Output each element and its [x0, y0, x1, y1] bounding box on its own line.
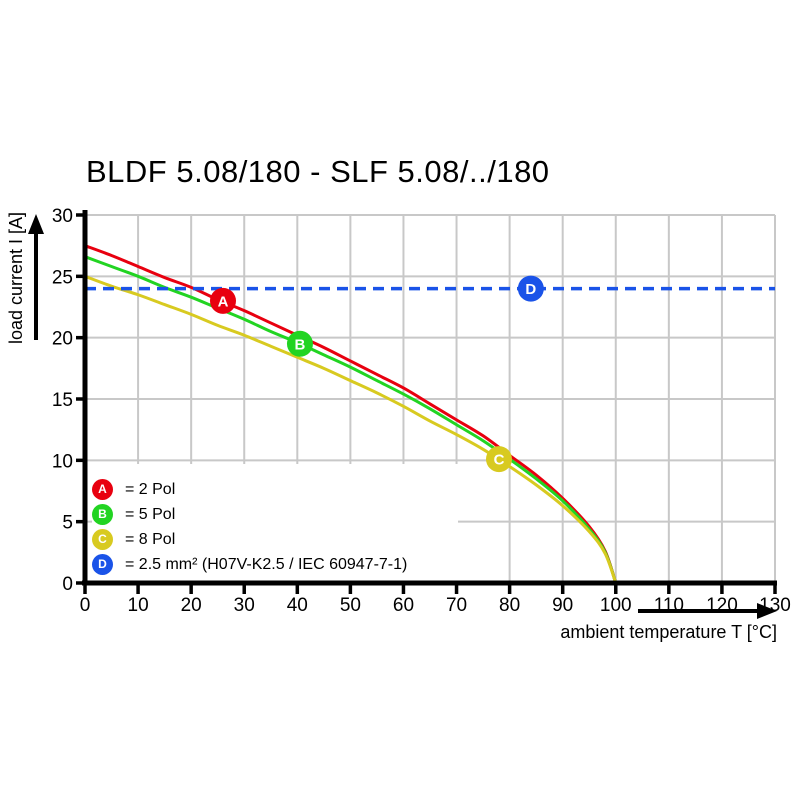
curve-a [83, 244, 618, 585]
x-axis-title: ambient temperature T [°C] [560, 622, 777, 642]
x-tick-label: 0 [80, 595, 91, 616]
y-tick-label: 0 [62, 574, 73, 595]
legend-label-2pol: = 2 Pol [125, 480, 176, 498]
x-tick-label: 90 [552, 595, 573, 616]
legend-badge-c: C [92, 529, 113, 550]
curve-marker-letter-c: C [494, 452, 505, 469]
x-tick-label: 50 [340, 595, 361, 616]
chart-title: BLDF 5.08/180 - SLF 5.08/../180 [86, 154, 550, 189]
legend-badge-b: B [92, 504, 113, 525]
x-tick-label: 80 [499, 595, 520, 616]
legend-badge-d: D [92, 554, 113, 575]
y-tick-label: 15 [52, 390, 73, 411]
x-tick-label: 30 [234, 595, 255, 616]
curve-c [83, 274, 618, 585]
curve-marker-d [517, 275, 544, 302]
curve-marker-b [286, 330, 313, 357]
legend-label-5pol: = 5 Pol [125, 505, 176, 523]
legend-item-wire: D = 2.5 mm² (H07V-K2.5 / IEC 60947-7-1) [92, 552, 458, 577]
legend-item-5pol: B = 5 Pol [92, 502, 458, 527]
chart-legend: A = 2 Pol B = 5 Pol C = 8 Pol D = 2.5 mm… [92, 466, 458, 577]
y-tick-label: 10 [52, 451, 73, 472]
curve-marker-letter-a: A [218, 293, 229, 310]
legend-label-8pol: = 8 Pol [125, 530, 176, 548]
y-tick-label: 30 [52, 206, 73, 227]
x-tick-label: 40 [287, 595, 308, 616]
legend-item-8pol: C = 8 Pol [92, 527, 458, 552]
y-axis-arrow-icon [28, 214, 44, 234]
y-tick-label: 5 [62, 513, 73, 534]
curve-marker-a [210, 287, 236, 314]
y-tick-label: 20 [52, 329, 73, 350]
x-tick-label: 20 [181, 595, 202, 616]
y-axis-title: load current I [A] [6, 211, 26, 345]
legend-item-2pol: A = 2 Pol [92, 477, 458, 502]
curve-marker-letter-b: B [295, 336, 306, 353]
x-axis-arrow-icon [757, 603, 777, 619]
x-tick-label: 100 [600, 595, 632, 616]
curve-marker-c [486, 446, 512, 473]
legend-label-wire: = 2.5 mm² (H07V-K2.5 / IEC 60947-7-1) [125, 555, 408, 573]
curve-marker-letter-d: D [525, 281, 536, 298]
legend-badge-a: A [92, 479, 113, 500]
x-tick-label: 10 [128, 595, 149, 616]
y-tick-label: 25 [52, 267, 73, 288]
x-tick-label: 70 [446, 595, 467, 616]
x-tick-label: 60 [393, 595, 414, 616]
curve-b [83, 255, 618, 585]
